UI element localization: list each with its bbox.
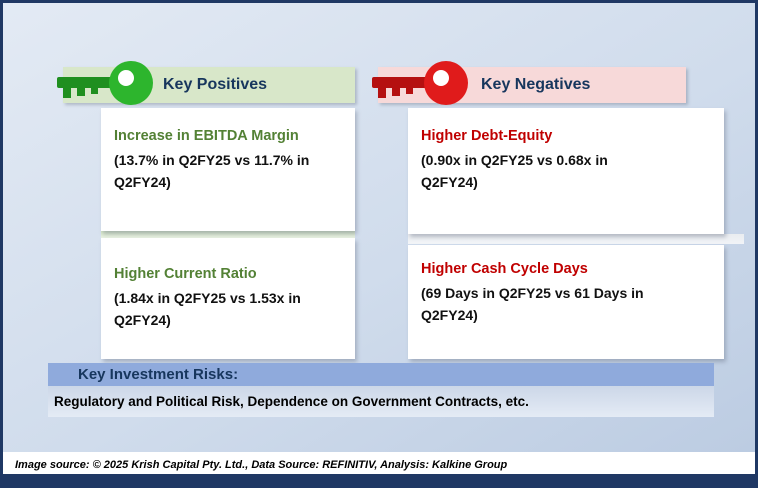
footer-bar: Image source: © 2025 Krish Capital Pty. … [3, 452, 755, 478]
positive-card-ebitda: Increase in EBITDA Margin (13.7% in Q2FY… [101, 108, 355, 231]
negative-detail: (69 Days in Q2FY25 vs 61 Days in Q2FY24) [421, 285, 644, 323]
positive-heading: Higher Current Ratio [114, 266, 257, 282]
bottom-navy-strip [3, 474, 755, 485]
negative-card-cash-cycle: Higher Cash Cycle Days (69 Days in Q2FY2… [408, 245, 724, 359]
positives-card-separator [101, 230, 355, 238]
positive-detail: (13.7% in Q2FY25 vs 11.7% in Q2FY24) [114, 152, 310, 190]
red-key-icon [372, 61, 468, 105]
key-negatives-title: Key Negatives [481, 76, 591, 93]
key-positives-banner: Key Positives [57, 61, 355, 105]
source-attribution-text: Image source: © 2025 Krish Capital Pty. … [15, 459, 508, 471]
positive-heading: Increase in EBITDA Margin [114, 128, 299, 144]
negative-detail: (0.90x in Q2FY25 vs 0.68x in Q2FY24) [421, 152, 608, 190]
key-negatives-banner: Key Negatives [372, 61, 686, 105]
risk-section-detail: Regulatory and Political Risk, Dependenc… [48, 386, 714, 417]
key-positives-title: Key Positives [163, 76, 268, 93]
positive-detail: (1.84x in Q2FY25 vs 1.53x in Q2FY24) [114, 290, 301, 328]
negatives-card-separator [408, 234, 744, 244]
risk-section-title: Key Investment Risks: [48, 363, 714, 386]
green-key-icon [57, 61, 153, 105]
negative-card-debt-equity: Higher Debt-Equity (0.90x in Q2FY25 vs 0… [408, 108, 724, 234]
positive-card-current-ratio: Higher Current Ratio (1.84x in Q2FY25 vs… [101, 238, 355, 359]
negative-heading: Higher Debt-Equity [421, 128, 553, 144]
negative-heading: Higher Cash Cycle Days [421, 261, 588, 277]
